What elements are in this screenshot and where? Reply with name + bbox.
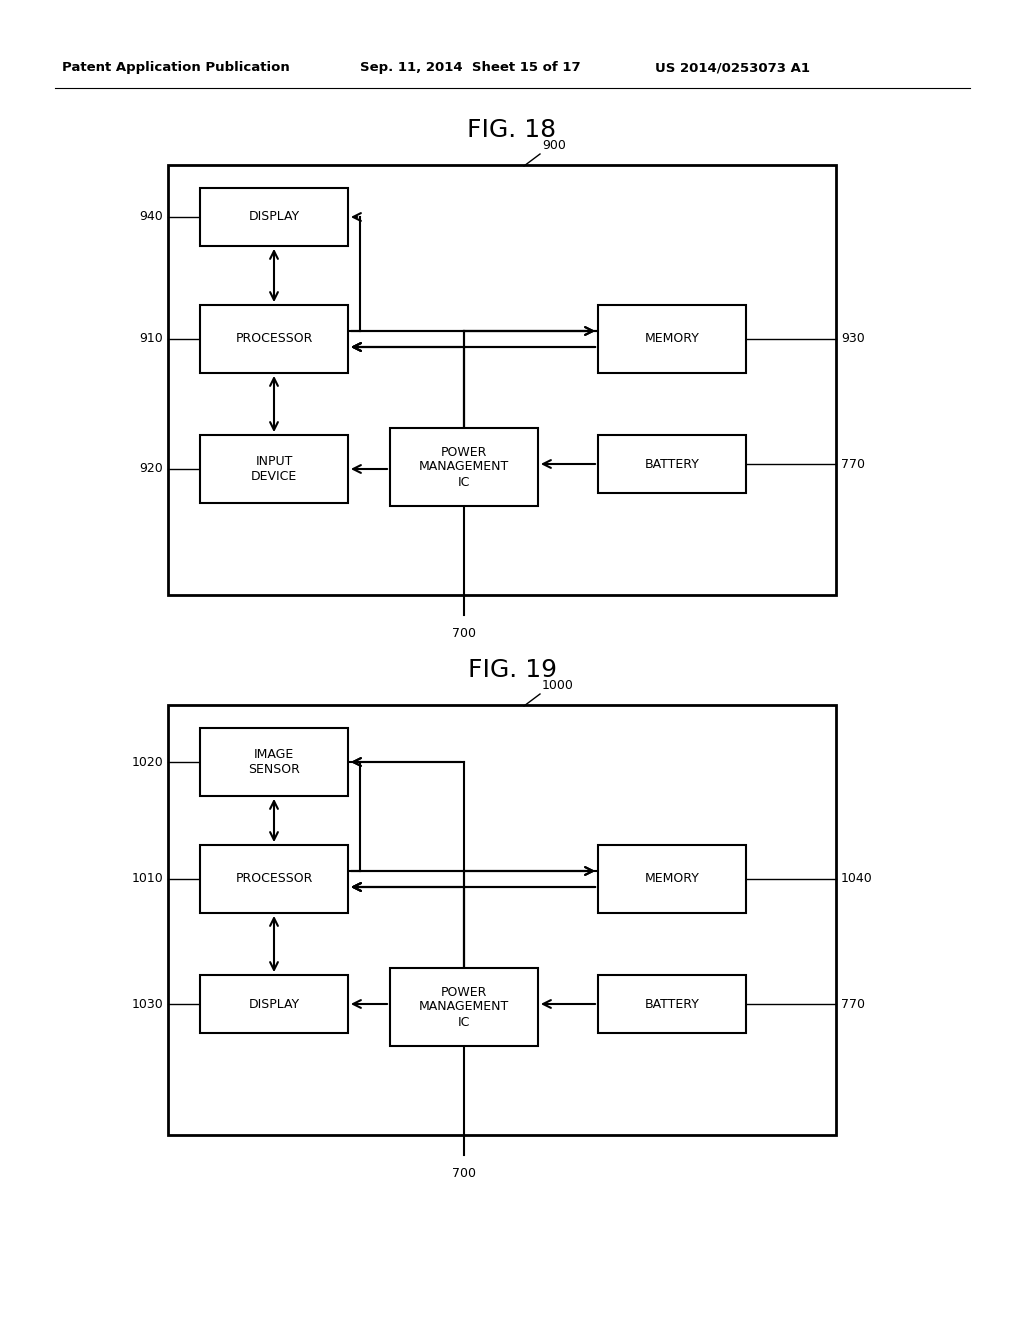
Bar: [200, 436, 348, 503]
Bar: [598, 436, 746, 492]
Text: BATTERY: BATTERY: [644, 458, 699, 470]
Text: PROCESSOR: PROCESSOR: [236, 873, 312, 886]
Bar: [200, 187, 348, 246]
Text: DISPLAY: DISPLAY: [249, 210, 300, 223]
Text: Patent Application Publication: Patent Application Publication: [62, 62, 290, 74]
Bar: [200, 845, 348, 913]
Bar: [390, 968, 538, 1045]
Bar: [598, 305, 746, 374]
Bar: [598, 975, 746, 1034]
Text: Sep. 11, 2014  Sheet 15 of 17: Sep. 11, 2014 Sheet 15 of 17: [360, 62, 581, 74]
Bar: [168, 705, 836, 1135]
Text: FIG. 18: FIG. 18: [467, 117, 557, 143]
Bar: [200, 975, 348, 1034]
Text: 770: 770: [841, 998, 865, 1011]
Text: INPUT
DEVICE: INPUT DEVICE: [251, 455, 297, 483]
Text: 920: 920: [139, 462, 163, 475]
Text: PROCESSOR: PROCESSOR: [236, 333, 312, 346]
Text: 940: 940: [139, 210, 163, 223]
Bar: [598, 845, 746, 913]
Text: 1010: 1010: [131, 873, 163, 886]
Text: 910: 910: [139, 333, 163, 346]
Text: 1030: 1030: [131, 998, 163, 1011]
Text: 700: 700: [452, 1167, 476, 1180]
Bar: [168, 165, 836, 595]
Text: 930: 930: [841, 333, 864, 346]
Text: MEMORY: MEMORY: [644, 333, 699, 346]
Text: 1040: 1040: [841, 873, 872, 886]
Text: US 2014/0253073 A1: US 2014/0253073 A1: [655, 62, 810, 74]
Text: POWER
MANAGEMENT
IC: POWER MANAGEMENT IC: [419, 446, 509, 488]
Text: 900: 900: [542, 139, 566, 152]
Text: MEMORY: MEMORY: [644, 873, 699, 886]
Text: 1000: 1000: [542, 678, 573, 692]
Text: BATTERY: BATTERY: [644, 998, 699, 1011]
Text: 770: 770: [841, 458, 865, 470]
Bar: [200, 305, 348, 374]
Text: POWER
MANAGEMENT
IC: POWER MANAGEMENT IC: [419, 986, 509, 1028]
Bar: [200, 729, 348, 796]
Text: 1020: 1020: [131, 755, 163, 768]
Text: 700: 700: [452, 627, 476, 640]
Text: FIG. 19: FIG. 19: [468, 657, 556, 682]
Text: IMAGE
SENSOR: IMAGE SENSOR: [248, 748, 300, 776]
Bar: [390, 428, 538, 506]
Text: DISPLAY: DISPLAY: [249, 998, 300, 1011]
